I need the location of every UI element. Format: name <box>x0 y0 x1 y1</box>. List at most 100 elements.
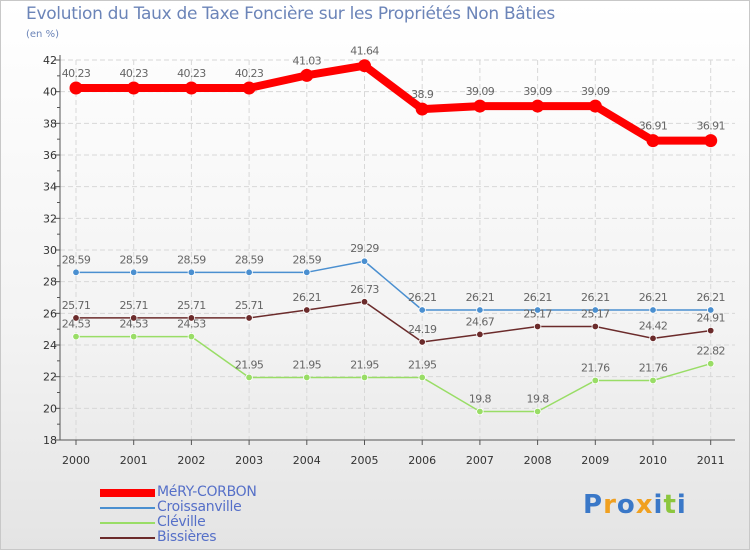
data-label: 28.59 <box>119 253 148 266</box>
logo-letter: i <box>653 490 664 520</box>
logo-letter: r <box>603 490 617 520</box>
data-label: 24.91 <box>696 312 725 325</box>
data-label: 25.71 <box>62 299 91 312</box>
data-point <box>184 81 198 95</box>
data-label: 24.67 <box>466 315 495 328</box>
data-point <box>418 338 426 346</box>
data-label: 28.59 <box>62 253 91 266</box>
x-tick-label: 2008 <box>524 454 552 467</box>
data-label: 24.19 <box>408 323 437 336</box>
y-tick-label: 34 <box>43 181 57 194</box>
data-label: 22.82 <box>696 345 725 358</box>
data-label: 19.8 <box>527 393 550 406</box>
legend-label: Cléville <box>157 514 206 530</box>
x-tick-label: 2010 <box>639 454 667 467</box>
data-point <box>531 99 545 113</box>
data-point <box>476 330 484 339</box>
data-label: 21.95 <box>408 358 437 371</box>
x-tick-label: 2011 <box>697 454 725 467</box>
data-point <box>358 59 371 73</box>
x-tick-label: 2003 <box>235 454 263 467</box>
data-label: 24.42 <box>639 319 668 332</box>
y-tick-label: 42 <box>43 54 57 67</box>
data-point <box>649 334 657 343</box>
data-point <box>707 359 715 368</box>
data-label: 36.91 <box>696 120 725 133</box>
legend-item-mery-corbon: MéRY-CORBON <box>100 485 257 500</box>
data-label: 39.09 <box>581 85 610 98</box>
proxiti-logo: Proxiti <box>583 490 687 520</box>
data-point <box>533 306 542 314</box>
data-point <box>418 373 426 382</box>
data-label: 26.21 <box>466 291 495 304</box>
series-layer <box>69 59 718 416</box>
y-tick-label: 26 <box>43 307 57 320</box>
y-tick-label: 24 <box>43 339 57 352</box>
data-point <box>704 134 718 148</box>
data-point <box>129 314 138 322</box>
x-tick-label: 2009 <box>581 454 609 467</box>
data-point <box>303 306 311 314</box>
series-line <box>76 61 711 145</box>
x-tick-label: 2002 <box>177 454 205 467</box>
data-point <box>129 332 138 341</box>
data-label: 21.76 <box>581 361 610 374</box>
data-point <box>533 407 542 416</box>
logo-letter: P <box>583 490 604 520</box>
data-label: 40.23 <box>177 67 206 80</box>
data-point <box>591 322 599 331</box>
data-point <box>476 306 484 314</box>
legend-swatch-cleville <box>100 521 155 524</box>
data-label: 26.21 <box>293 291 322 304</box>
data-label: 24.53 <box>62 318 91 331</box>
legend-label: MéRY-CORBON <box>157 484 257 500</box>
legend-item-croissanville: Croissanville <box>100 500 257 515</box>
x-tick-label: 2006 <box>408 454 436 467</box>
x-tick-label: 2005 <box>351 454 379 467</box>
axes: 18 20 22 24 26 28 30 32 34 36 38 40 42 2000 2001 2002 20… <box>43 54 735 467</box>
data-label: 38.9 <box>411 88 434 101</box>
y-tick-label: 32 <box>43 212 57 225</box>
data-point <box>245 314 253 322</box>
data-label: 25.17 <box>523 307 552 320</box>
data-label: 40.23 <box>235 67 264 80</box>
data-label: 36.91 <box>639 120 668 133</box>
data-point <box>187 268 196 277</box>
gridlines <box>60 59 735 441</box>
legend-swatch-bissieres <box>100 536 155 539</box>
data-point <box>187 314 196 322</box>
data-point <box>418 306 426 314</box>
x-tick-label: 2004 <box>293 454 321 467</box>
data-label: 25.17 <box>581 307 610 320</box>
data-label: 28.59 <box>293 253 322 266</box>
data-label: 28.59 <box>177 253 206 266</box>
data-label: 25.71 <box>119 299 148 312</box>
legend-swatch-mery-corbon <box>100 488 155 497</box>
data-point <box>473 99 487 113</box>
data-labels: 40.23 40.23 40.23 40.23 41.03 41.64 38.9 39.09 3… <box>62 45 726 406</box>
data-point <box>187 332 196 341</box>
data-point <box>245 268 253 277</box>
data-point <box>649 306 657 314</box>
x-tick-label: 2001 <box>120 454 148 467</box>
series-line <box>76 260 711 311</box>
y-tick-label: 40 <box>43 86 57 99</box>
data-label: 25.71 <box>177 299 206 312</box>
data-label: 26.21 <box>639 291 668 304</box>
legend-label: Bissières <box>157 529 217 545</box>
logo-letter: i <box>676 490 687 520</box>
chart-title: Evolution du Taux de Taxe Foncière sur l… <box>26 4 555 24</box>
data-label: 21.95 <box>350 358 379 371</box>
data-label: 26.21 <box>696 291 725 304</box>
y-tick-label: 36 <box>43 149 57 162</box>
data-label: 21.95 <box>235 358 264 371</box>
data-point <box>707 306 715 314</box>
legend-swatch-croissanville <box>100 506 155 509</box>
data-label: 40.23 <box>62 67 91 80</box>
data-point <box>533 322 542 331</box>
y-tick-label: 30 <box>43 244 57 257</box>
data-label: 26.21 <box>408 291 437 304</box>
data-label: 39.09 <box>523 85 552 98</box>
data-label: 19.8 <box>469 393 492 406</box>
data-point <box>127 81 141 95</box>
